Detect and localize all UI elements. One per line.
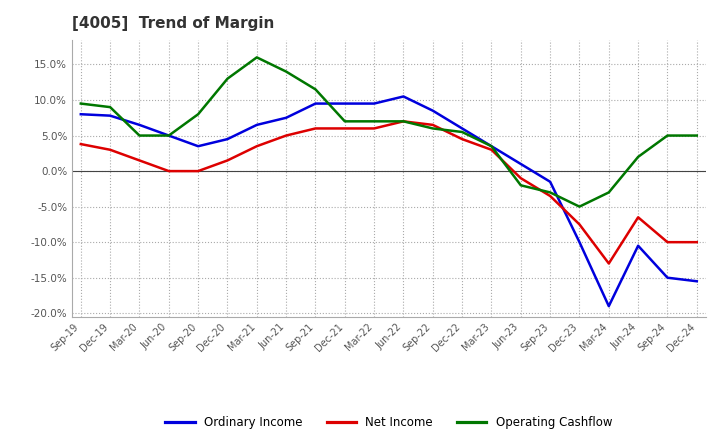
Net Income (428, 122, 437, 128)
Net Income (135, 158, 144, 163)
Operating Cashflow (282, 69, 290, 74)
Ordinary Income (663, 275, 672, 280)
Net Income (663, 239, 672, 245)
Net Income (399, 119, 408, 124)
Operating Cashflow (634, 154, 642, 160)
Ordinary Income (693, 279, 701, 284)
Operating Cashflow (164, 133, 173, 138)
Operating Cashflow (341, 119, 349, 124)
Net Income (76, 141, 85, 147)
Operating Cashflow (311, 87, 320, 92)
Ordinary Income (487, 143, 496, 149)
Net Income (634, 215, 642, 220)
Ordinary Income (76, 112, 85, 117)
Ordinary Income (341, 101, 349, 106)
Text: [4005]  Trend of Margin: [4005] Trend of Margin (72, 16, 274, 32)
Operating Cashflow (458, 129, 467, 135)
Net Income (282, 133, 290, 138)
Net Income (164, 169, 173, 174)
Operating Cashflow (693, 133, 701, 138)
Operating Cashflow (135, 133, 144, 138)
Ordinary Income (164, 133, 173, 138)
Ordinary Income (575, 239, 584, 245)
Net Income (546, 193, 554, 198)
Operating Cashflow (223, 76, 232, 81)
Operating Cashflow (428, 126, 437, 131)
Net Income (370, 126, 379, 131)
Operating Cashflow (76, 101, 85, 106)
Net Income (458, 136, 467, 142)
Ordinary Income (282, 115, 290, 121)
Ordinary Income (194, 143, 202, 149)
Operating Cashflow (487, 143, 496, 149)
Ordinary Income (546, 179, 554, 184)
Operating Cashflow (575, 204, 584, 209)
Ordinary Income (106, 113, 114, 118)
Net Income (693, 239, 701, 245)
Line: Operating Cashflow: Operating Cashflow (81, 57, 697, 207)
Ordinary Income (370, 101, 379, 106)
Net Income (605, 261, 613, 266)
Ordinary Income (605, 304, 613, 309)
Ordinary Income (253, 122, 261, 128)
Net Income (253, 143, 261, 149)
Legend: Ordinary Income, Net Income, Operating Cashflow: Ordinary Income, Net Income, Operating C… (161, 411, 617, 434)
Ordinary Income (428, 108, 437, 114)
Ordinary Income (223, 136, 232, 142)
Net Income (575, 222, 584, 227)
Ordinary Income (311, 101, 320, 106)
Operating Cashflow (370, 119, 379, 124)
Ordinary Income (458, 126, 467, 131)
Operating Cashflow (605, 190, 613, 195)
Operating Cashflow (546, 190, 554, 195)
Operating Cashflow (194, 112, 202, 117)
Operating Cashflow (516, 183, 525, 188)
Ordinary Income (135, 122, 144, 128)
Net Income (516, 176, 525, 181)
Operating Cashflow (106, 104, 114, 110)
Net Income (223, 158, 232, 163)
Net Income (194, 169, 202, 174)
Net Income (106, 147, 114, 152)
Line: Ordinary Income: Ordinary Income (81, 96, 697, 306)
Net Income (341, 126, 349, 131)
Net Income (311, 126, 320, 131)
Operating Cashflow (399, 119, 408, 124)
Operating Cashflow (663, 133, 672, 138)
Line: Net Income: Net Income (81, 121, 697, 264)
Ordinary Income (516, 161, 525, 167)
Ordinary Income (634, 243, 642, 248)
Operating Cashflow (253, 55, 261, 60)
Ordinary Income (399, 94, 408, 99)
Net Income (487, 147, 496, 152)
